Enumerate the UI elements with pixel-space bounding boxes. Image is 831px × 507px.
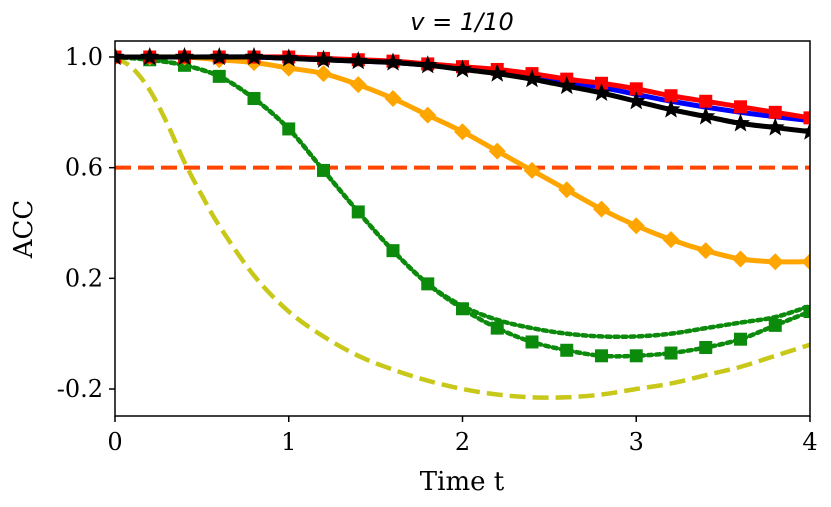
black-stars-point-12 — [522, 69, 542, 88]
black-stars-point-1 — [140, 47, 160, 66]
orange-diamonds-point-13 — [558, 181, 576, 199]
green-dotted-squares-point-18 — [734, 332, 747, 346]
black-stars-point-0 — [115, 47, 125, 66]
x-tick-label-1: 1 — [281, 428, 296, 456]
green-dotted-squares-point-19 — [768, 318, 782, 332]
black-stars-point-5 — [279, 48, 299, 67]
red-squares-point-19 — [768, 105, 782, 119]
green-dotted-squares-point-11 — [490, 321, 504, 335]
green-dotted-squares-point-7 — [351, 205, 365, 219]
green-dotted-squares-point-10 — [456, 302, 469, 316]
orange-diamonds-point-10 — [454, 123, 471, 141]
chart-title: v = 1/10 — [410, 8, 513, 36]
red-squares-point-20 — [803, 111, 810, 125]
black-stars-point-20 — [800, 121, 810, 140]
green-dotted-squares-point-3 — [212, 69, 226, 83]
black-stars-point-3 — [209, 47, 229, 66]
orange-diamonds-point-15 — [627, 217, 645, 235]
x-tick-label-2: 2 — [455, 428, 470, 456]
black-stars-point-13 — [557, 76, 577, 95]
olive-dashed-line — [115, 55, 810, 400]
black-stars-point-8 — [383, 52, 403, 71]
x-tick-label-0: 0 — [107, 428, 122, 456]
black-stars-point-14 — [591, 82, 612, 102]
y-tick-label-2: 0.2 — [65, 264, 103, 292]
black-stars-point-4 — [244, 47, 264, 66]
black-stars-point-6 — [313, 49, 334, 68]
series-group — [115, 47, 810, 400]
orange-diamonds-point-6 — [315, 65, 332, 83]
red-squares-point-15 — [629, 82, 643, 96]
orange-diamonds-point-17 — [697, 242, 715, 260]
green-dotted-squares-point-9 — [421, 277, 435, 291]
black-stars-point-11 — [487, 63, 507, 82]
orange-diamonds-point-16 — [662, 231, 680, 249]
orange-diamonds-point-8 — [384, 90, 402, 107]
green-dotted-squares-point-20 — [803, 305, 810, 319]
x-tick-label-4: 4 — [802, 428, 817, 456]
x-axis-label: Time t — [420, 467, 505, 497]
orange-diamonds-point-12 — [523, 161, 541, 179]
green-dotted-squares-point-16 — [664, 346, 678, 360]
red-squares-point-17 — [699, 94, 713, 108]
green-dotted-squares-point-12 — [525, 335, 539, 349]
red-squares-point-16 — [664, 89, 678, 103]
orange-diamonds-point-7 — [349, 76, 367, 94]
black-stars-point-15 — [626, 91, 646, 110]
black-stars-point-19 — [765, 117, 785, 136]
y-tick-label-0: 1.0 — [65, 43, 103, 71]
green-dotted-squares-point-15 — [629, 349, 643, 363]
green-dotted-squares-point-14 — [595, 349, 608, 363]
black-stars-point-2 — [174, 47, 195, 66]
green-dotted-squares-point-6 — [317, 163, 330, 177]
red-squares-point-18 — [734, 100, 747, 114]
black-stars-point-18 — [730, 113, 751, 132]
y-axis-label: ACC — [9, 200, 39, 260]
orange-diamonds-line — [115, 54, 810, 265]
green-dotted-squares-point-13 — [560, 343, 574, 357]
green-dotted-squares-point-5 — [282, 122, 296, 136]
black-stars-point-9 — [418, 55, 438, 74]
y-tick-label-1: 0.6 — [65, 154, 103, 182]
orange-diamonds-point-9 — [419, 106, 437, 124]
green-dotted-squares-point-4 — [247, 92, 261, 105]
orange-diamonds-point-14 — [593, 200, 610, 218]
orange-diamonds-point-19 — [766, 253, 784, 271]
orange-diamonds-point-11 — [488, 142, 506, 160]
black-stars-point-17 — [696, 106, 716, 125]
black-stars-point-7 — [348, 51, 368, 70]
ticks-layer: 0 1 2 3 4 1.0 0.6 0.2 -0.2 — [57, 43, 818, 456]
black-stars-point-16 — [661, 99, 681, 118]
orange-diamonds-point-20 — [801, 253, 810, 271]
plot-layer — [115, 47, 810, 400]
green-dotted-squares-point-17 — [699, 341, 713, 354]
black-stars-point-10 — [452, 59, 473, 78]
y-tick-label-3: -0.2 — [57, 375, 103, 403]
green-dotted-squares-point-8 — [386, 244, 400, 258]
orange-diamonds-point-18 — [732, 250, 749, 268]
x-tick-label-3: 3 — [629, 428, 644, 456]
